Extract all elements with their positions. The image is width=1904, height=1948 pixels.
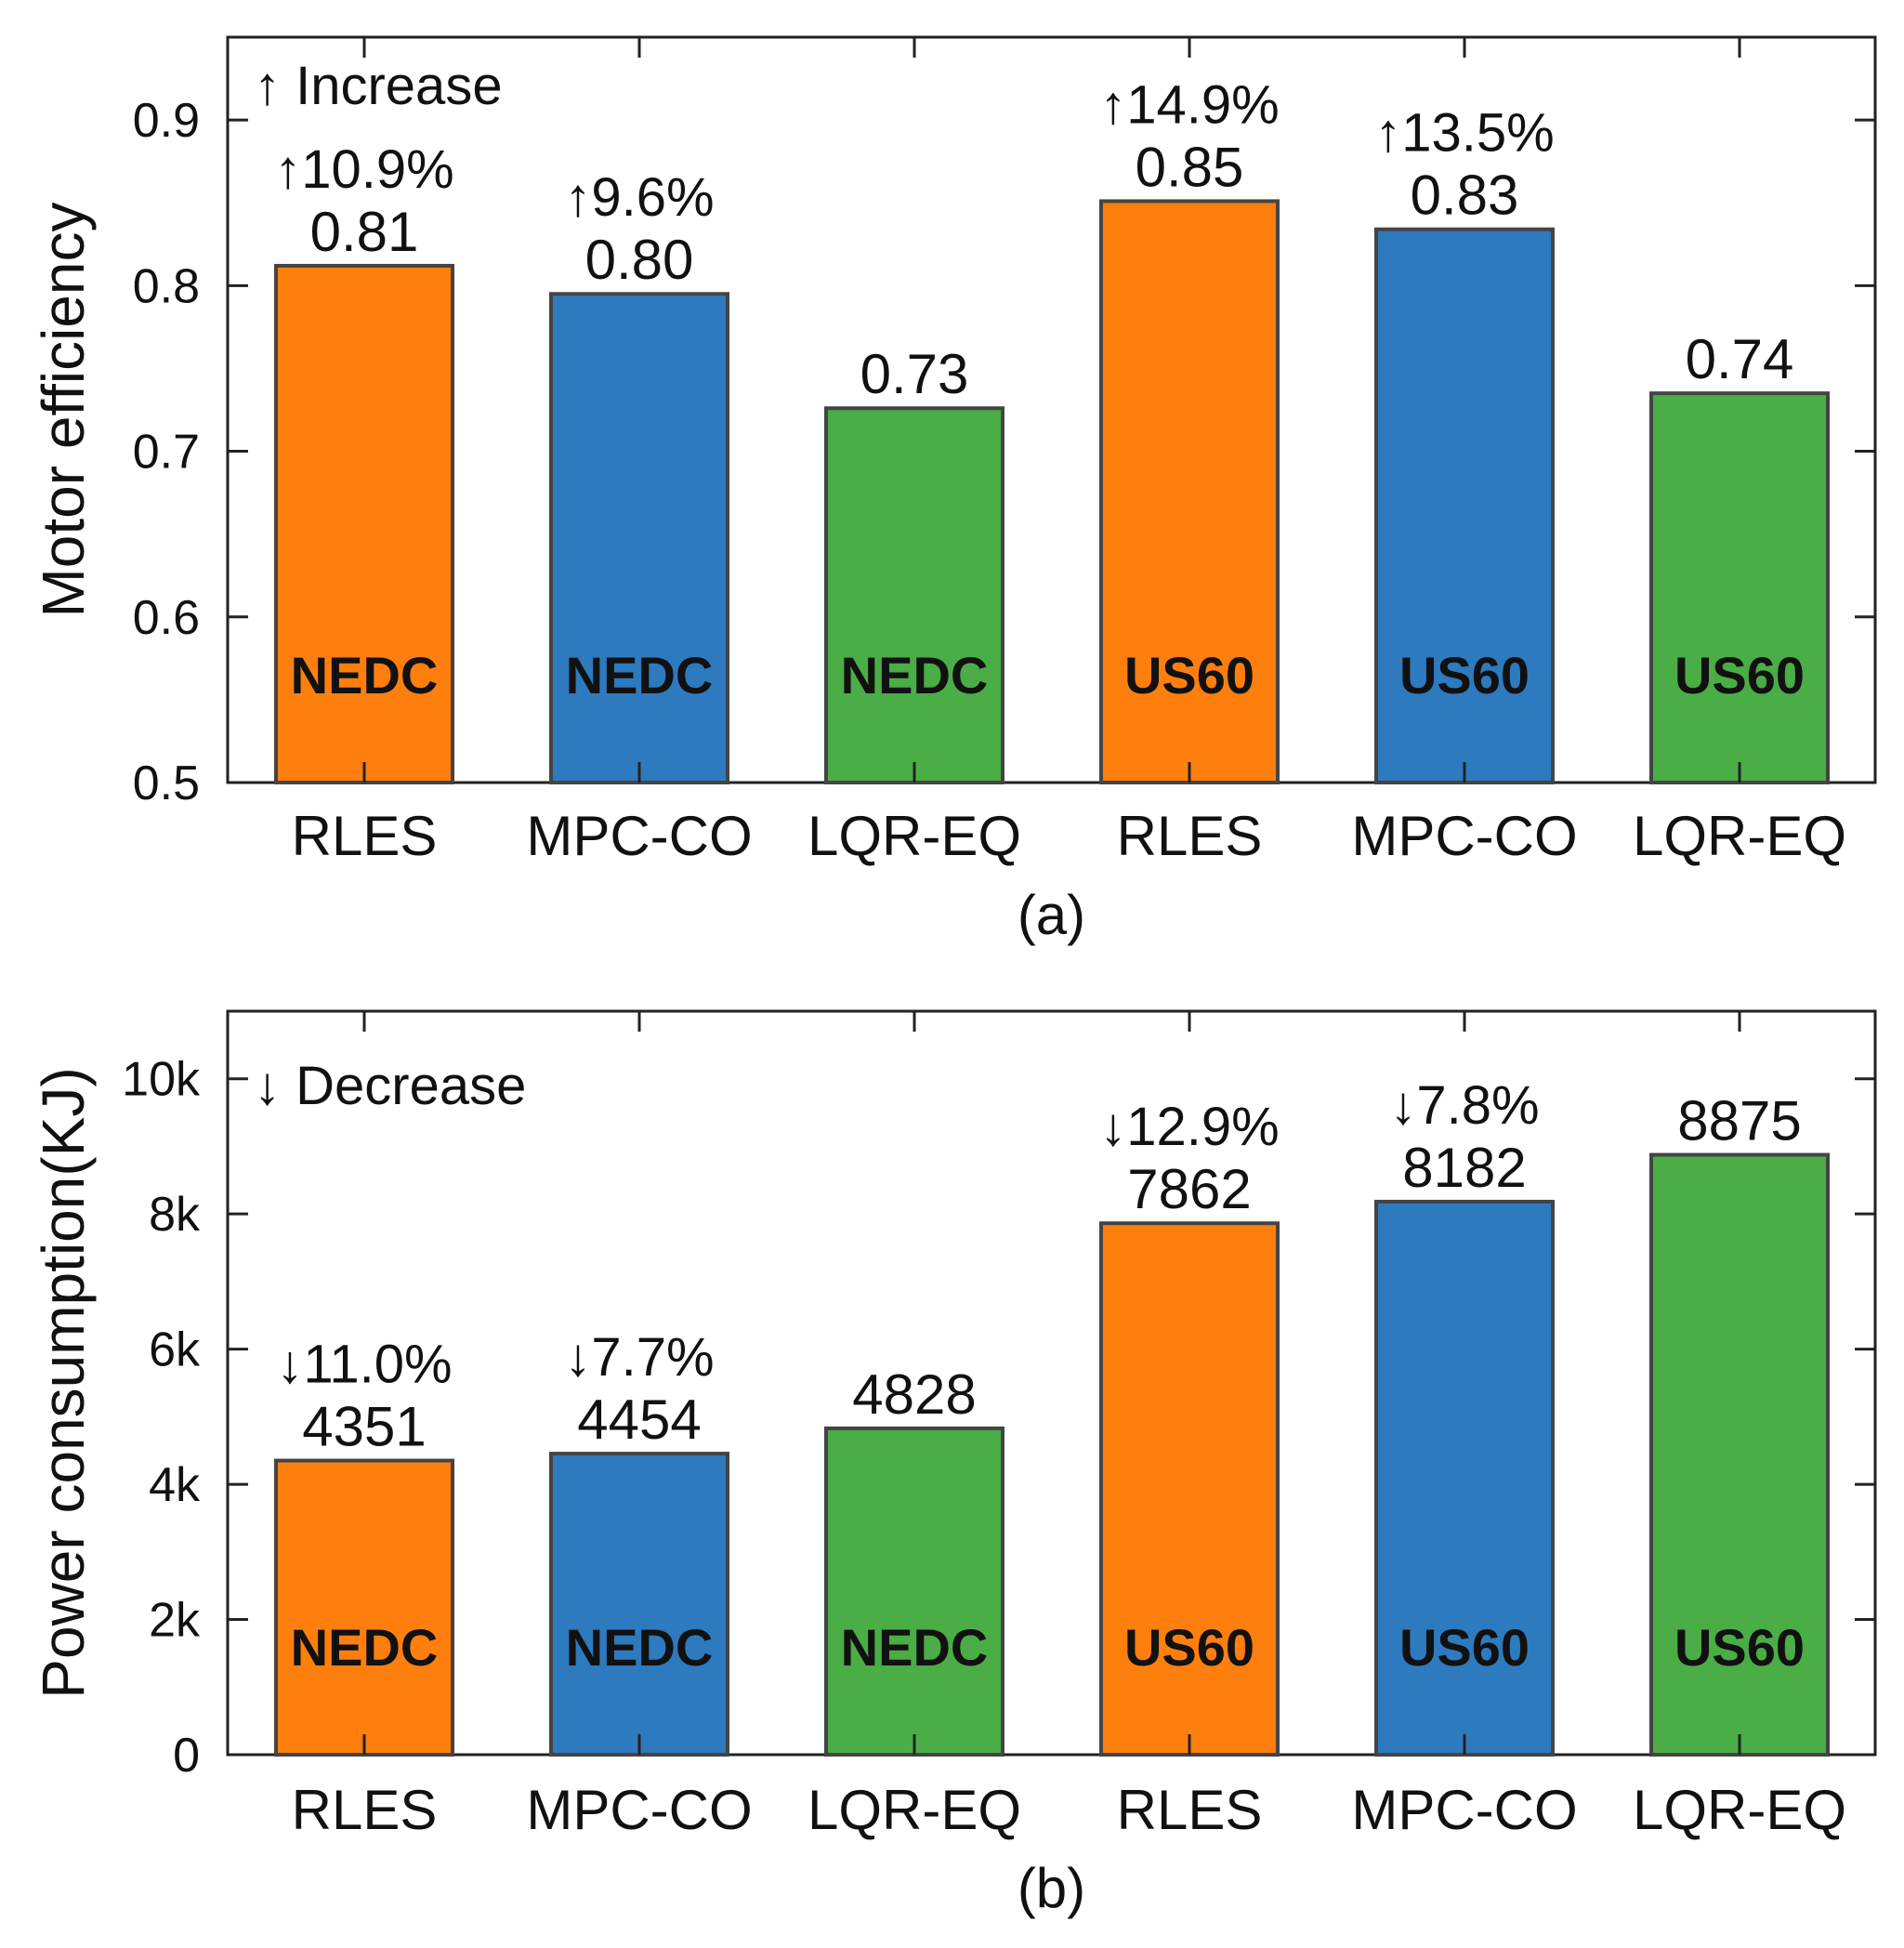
bar-change-label: ↓7.8% <box>1389 1075 1539 1136</box>
y-tick-label: 0 <box>173 1729 200 1783</box>
x-category-label: MPC-CO <box>526 1779 752 1841</box>
bar-change-label: ↓7.7% <box>564 1327 714 1388</box>
legend-note: ↑ Increase <box>254 56 503 116</box>
y-tick-label: 0.5 <box>133 757 200 810</box>
y-tick-label: 10k <box>122 1053 201 1107</box>
bar-value-label: 0.73 <box>860 343 969 405</box>
x-category-label: MPC-CO <box>1351 1779 1577 1841</box>
bar-value-label: 4351 <box>302 1396 426 1458</box>
bar-value-label: 0.83 <box>1411 165 1519 227</box>
plot-frame <box>226 35 1877 784</box>
y-tick-label: 0.7 <box>133 426 200 480</box>
cycle-label: US60 <box>1674 1618 1805 1677</box>
panel-caption: (b) <box>1018 1857 1085 1919</box>
bar-change-label: ↑10.9% <box>274 139 453 200</box>
cycle-label: NEDC <box>566 1618 714 1677</box>
bar-value-label: 8875 <box>1677 1090 1801 1152</box>
y-tick-label: 0.6 <box>133 591 200 645</box>
bar-value-label: 0.81 <box>310 201 419 263</box>
bar-value-label: 7862 <box>1127 1158 1251 1220</box>
bar <box>1099 199 1280 784</box>
bar-value-label: 4828 <box>852 1363 976 1426</box>
panel-caption: (a) <box>1018 884 1085 946</box>
bar-value-label: 4454 <box>577 1389 701 1451</box>
y-axis-label: Motor efficiency <box>30 203 97 618</box>
bar <box>549 292 729 784</box>
bar-value-label: 0.74 <box>1686 328 1794 390</box>
cycle-label: NEDC <box>841 1618 989 1677</box>
bar-value-label: 8182 <box>1402 1137 1526 1199</box>
x-category-label: LQR-EQ <box>1633 1779 1846 1841</box>
cycle-label: US60 <box>1674 646 1805 704</box>
y-tick-label: 6k <box>149 1323 201 1377</box>
bar <box>274 263 454 784</box>
bar-change-label: ↑9.6% <box>564 167 714 228</box>
bar-value-label: 0.85 <box>1136 136 1244 198</box>
y-axis-label: Power consumption(KJ) <box>30 1067 97 1698</box>
bar <box>824 1426 1005 1757</box>
bar <box>1649 1152 1830 1757</box>
bar <box>549 1452 729 1757</box>
y-tick-label: 4k <box>149 1458 201 1512</box>
x-category-label: LQR-EQ <box>808 805 1021 867</box>
x-category-label: RLES <box>292 1779 438 1841</box>
x-category-label: LQR-EQ <box>808 1779 1021 1841</box>
panel-b-power-consumption: 0 2k 4k 6k 8k 10k Power consumption(KJ) ↓ Decre… <box>30 1009 1877 1919</box>
bar-change-label: ↑13.5% <box>1374 103 1554 164</box>
cycle-label: US60 <box>1399 1618 1530 1677</box>
bar <box>274 1458 454 1757</box>
bar <box>1374 1199 1555 1757</box>
legend-note: ↓ Decrease <box>254 1056 526 1116</box>
x-category-label: MPC-CO <box>1351 805 1577 867</box>
bar <box>1649 391 1830 784</box>
plot-frame <box>226 1009 1877 1757</box>
cycle-label: US60 <box>1399 646 1530 704</box>
cycle-label: US60 <box>1124 646 1254 704</box>
cycle-label: NEDC <box>566 646 714 704</box>
bar-change-label: ↓11.0% <box>276 1335 452 1395</box>
bar-change-label: ↑14.9% <box>1099 74 1279 135</box>
bar-change-label: ↓12.9% <box>1099 1097 1279 1157</box>
cycle-label: NEDC <box>841 646 989 704</box>
cycle-label: NEDC <box>291 646 439 704</box>
bar <box>1374 227 1555 784</box>
cycle-label: US60 <box>1124 1618 1254 1677</box>
y-tick-label: 0.8 <box>133 259 200 313</box>
x-category-label: RLES <box>1117 805 1263 867</box>
x-category-label: RLES <box>1117 1779 1263 1841</box>
bar <box>824 406 1005 784</box>
cycle-label: NEDC <box>291 1618 439 1677</box>
y-tick-label: 0.9 <box>133 94 200 148</box>
y-tick-label: 8k <box>149 1188 201 1242</box>
x-category-label: LQR-EQ <box>1633 805 1846 867</box>
x-category-label: RLES <box>292 805 438 867</box>
bar <box>1099 1221 1280 1757</box>
y-tick-label: 2k <box>149 1594 201 1648</box>
x-category-label: MPC-CO <box>526 805 752 867</box>
panel-a-motor-efficiency: 0.5 0.6 0.7 0.8 0.9 Motor efficiency ↑ Increas… <box>30 35 1877 946</box>
bar-value-label: 0.80 <box>585 229 694 291</box>
